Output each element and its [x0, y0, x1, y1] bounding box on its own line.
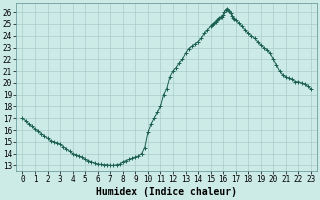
X-axis label: Humidex (Indice chaleur): Humidex (Indice chaleur) [96, 187, 237, 197]
